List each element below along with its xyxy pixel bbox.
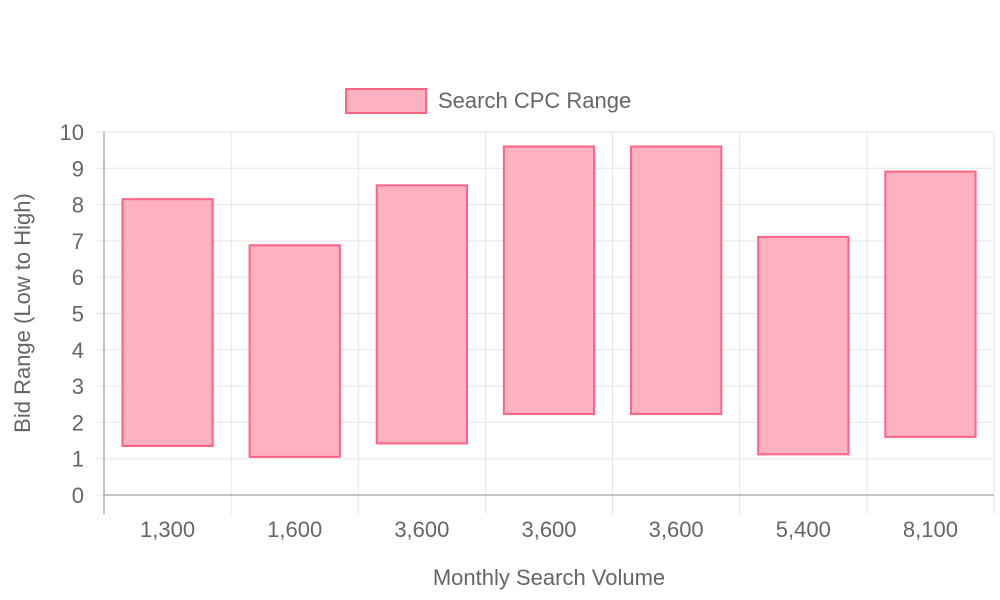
y-tick-label: 10	[60, 120, 84, 145]
y-tick-label: 7	[72, 229, 84, 254]
y-tick-label: 2	[72, 410, 84, 435]
x-tick-label: 5,400	[776, 517, 831, 542]
bar[interactable]	[502, 145, 596, 416]
x-tick-label: 3,600	[394, 517, 449, 542]
x-tick-label: 1,600	[267, 517, 322, 542]
bar[interactable]	[248, 244, 341, 458]
legend-swatch[interactable]	[345, 88, 427, 114]
bar[interactable]	[375, 184, 468, 445]
y-tick-label: 6	[72, 265, 84, 290]
y-tick-label: 3	[72, 374, 84, 399]
bar[interactable]	[121, 198, 214, 447]
bar[interactable]	[884, 170, 977, 438]
x-tick-label: 1,300	[140, 517, 195, 542]
legend: Search CPC Range	[345, 88, 631, 114]
y-tick-label: 5	[72, 302, 84, 327]
axes: 0 1 2 3 4 5 6 7 8 9 10 1,300 1,600 3,600 3,600 3,600 5,4…	[60, 120, 994, 542]
bars	[121, 145, 977, 458]
legend-label: Search CPC Range	[438, 88, 631, 113]
bar[interactable]	[630, 145, 723, 416]
y-tick-label: 8	[72, 193, 84, 218]
x-tick-label: 3,600	[649, 517, 704, 542]
bar[interactable]	[757, 235, 850, 456]
y-tick-label: 9	[72, 156, 84, 181]
x-tick-label: 8,100	[903, 517, 958, 542]
y-tick-label: 4	[72, 338, 84, 363]
y-tick-label: 1	[72, 447, 84, 472]
y-axis-title: Bid Range (Low to High)	[10, 193, 35, 433]
y-tick-label: 0	[72, 483, 84, 508]
x-tick-label: 3,600	[521, 517, 576, 542]
x-axis-title: Monthly Search Volume	[433, 565, 665, 590]
